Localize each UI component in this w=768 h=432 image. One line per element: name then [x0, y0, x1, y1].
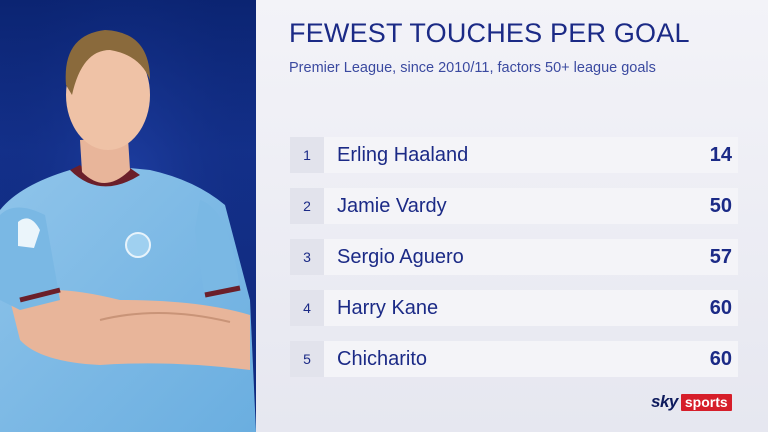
table-row: 2 Jamie Vardy 50	[290, 188, 738, 224]
chart-title: FEWEST TOUCHES PER GOAL	[289, 18, 690, 48]
sky-sports-logo: sky sports	[651, 392, 732, 411]
touches-value: 14	[709, 144, 732, 166]
touches-value: 50	[709, 195, 732, 217]
player-photo	[0, 0, 256, 432]
sleeve-patch-icon	[18, 218, 40, 248]
rank-cell: 3	[290, 239, 324, 275]
player-name: Erling Haaland	[337, 144, 469, 166]
player-name: Chicharito	[337, 348, 428, 370]
rank-cell: 1	[290, 137, 324, 173]
rank-cell: 2	[290, 188, 324, 224]
chart-subtitle: Premier League, since 2010/11, factors 5…	[289, 60, 656, 76]
rank-cell: 5	[290, 341, 324, 377]
table-row: 5 Chicharito 60	[290, 341, 738, 377]
logo-sky-text: sky	[651, 392, 678, 411]
player-name: Jamie Vardy	[337, 195, 447, 217]
touches-value: 60	[709, 348, 732, 370]
table-row: 4 Harry Kane 60	[290, 290, 738, 326]
touches-value: 60	[709, 297, 732, 319]
rank-cell: 4	[290, 290, 324, 326]
logo-sports-text: sports	[680, 393, 732, 411]
player-name: Harry Kane	[337, 297, 439, 319]
touches-value: 57	[709, 246, 732, 268]
table-row: 3 Sergio Aguero 57	[290, 239, 738, 275]
player-name: Sergio Aguero	[337, 246, 464, 268]
player-photo-panel	[0, 0, 256, 432]
club-badge-icon	[125, 232, 151, 258]
table-row: 1 Erling Haaland 14	[290, 137, 738, 173]
